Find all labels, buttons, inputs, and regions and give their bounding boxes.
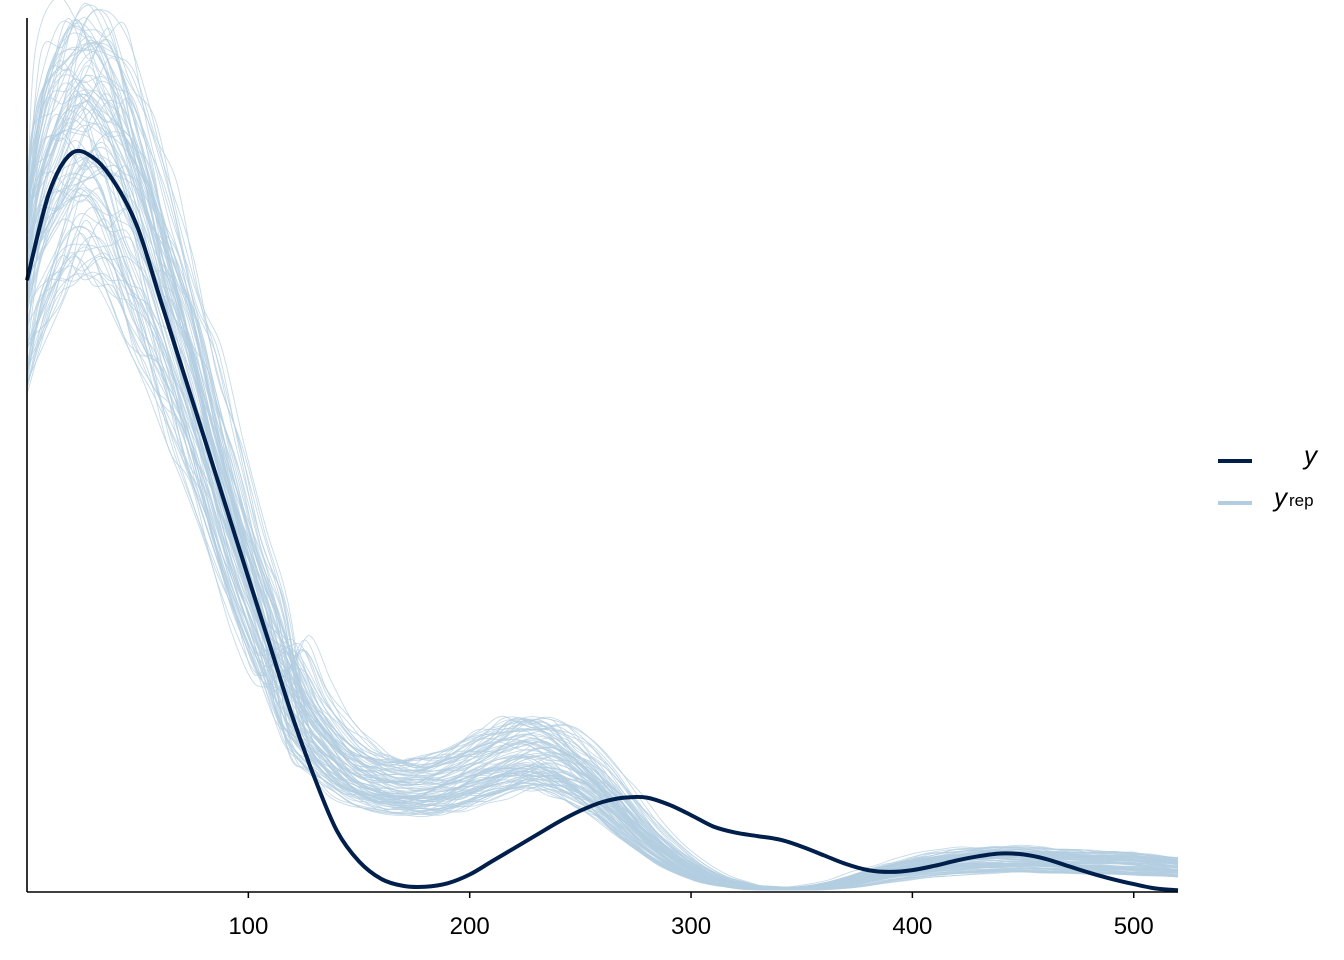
yrep-draw-line xyxy=(26,99,1179,889)
yrep-draw-line xyxy=(26,226,1179,889)
yrep-draw-line xyxy=(26,132,1179,890)
legend-key-yrep xyxy=(1218,501,1252,505)
x-axis-ticks: 100 200 300 400 500 xyxy=(228,892,1154,940)
yrep-draw-line xyxy=(26,194,1179,889)
yrep-draw-line xyxy=(26,0,1179,890)
legend-item-y: y xyxy=(1218,440,1338,482)
yrep-draw-line xyxy=(26,90,1179,891)
yrep-draw-line xyxy=(26,25,1179,889)
yrep-draw-line xyxy=(26,164,1179,890)
yrep-draw-line xyxy=(26,20,1179,891)
yrep-draws xyxy=(26,0,1179,891)
observed-y-series xyxy=(25,148,1179,893)
legend-key-y xyxy=(1218,459,1252,463)
observed-y-line xyxy=(25,148,1179,893)
legend-item-yrep: y rep xyxy=(1218,482,1338,524)
yrep-draw-line xyxy=(26,42,1179,890)
yrep-draw-line xyxy=(26,252,1179,890)
legend-label-yrep: y rep xyxy=(1274,482,1314,512)
legend-label-y: y xyxy=(1304,440,1317,470)
yrep-draw-line xyxy=(26,97,1179,889)
x-tick-label: 400 xyxy=(892,913,932,940)
legend-label-yrep-sub: rep xyxy=(1289,491,1314,510)
x-tick-label: 100 xyxy=(228,913,268,940)
yrep-draw-line xyxy=(26,207,1179,889)
x-tick-label: 500 xyxy=(1114,913,1154,940)
legend: y y rep xyxy=(1218,440,1338,524)
yrep-draw-line xyxy=(26,101,1179,888)
yrep-draw-line xyxy=(26,188,1179,891)
yrep-draw-line xyxy=(26,187,1179,890)
yrep-draw-line xyxy=(26,41,1179,889)
yrep-draw-line xyxy=(26,68,1179,890)
x-tick-label: 300 xyxy=(671,913,711,940)
x-tick-label: 200 xyxy=(450,913,490,940)
yrep-draw-line xyxy=(26,218,1179,890)
